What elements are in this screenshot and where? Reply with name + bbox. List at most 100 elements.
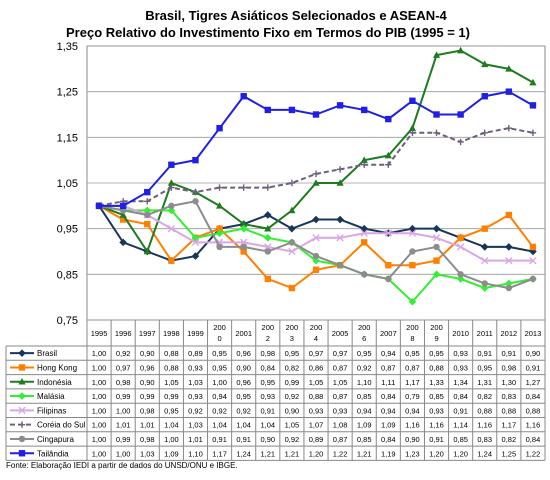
table-header-year: 2010 (452, 329, 469, 338)
data-point (264, 248, 271, 255)
data-point (263, 211, 272, 219)
table-header-year: 9 (434, 334, 438, 343)
data-point (192, 188, 199, 196)
data-point (288, 106, 296, 114)
gridlines (87, 45, 545, 321)
data-point (505, 256, 513, 265)
table-cell-value: 0,87 (333, 363, 348, 372)
series-lines (95, 46, 537, 306)
data-point (167, 179, 175, 186)
table-cell-value: 0,99 (116, 435, 131, 444)
table-cell-value: 0,95 (477, 363, 492, 372)
table-cell-value: 0,84 (381, 392, 396, 401)
data-point (480, 243, 489, 251)
table-cell-value: 0,79 (405, 392, 420, 401)
data-point (264, 106, 271, 114)
table-cell-value: 0,94 (381, 349, 396, 358)
data-point (529, 78, 537, 86)
data-point (215, 202, 224, 209)
table-cell-value: 0,94 (357, 406, 372, 415)
data-point (384, 229, 393, 237)
table-cell-value: 1,33 (429, 378, 444, 387)
table-cell-value: 0,88 (164, 349, 179, 358)
data-point (119, 211, 127, 218)
data-point (385, 262, 392, 269)
table-cell-value: 0,89 (188, 349, 203, 358)
data-point (312, 215, 320, 224)
legend-series-name: Malásia (37, 392, 65, 401)
table-header-year: 2013 (525, 329, 542, 338)
table-cell-value: 1,00 (92, 421, 107, 430)
data-point (336, 179, 344, 186)
data-point (240, 248, 247, 255)
data-point (168, 161, 175, 168)
table-cell-value: 1,19 (381, 449, 396, 458)
table-cell-value: 1,03 (140, 449, 155, 458)
table-cell-value: 0,98 (140, 435, 155, 444)
table-cell-value: 0,93 (260, 392, 275, 401)
table-cell-value: 0,87 (333, 435, 348, 444)
table-cell-value: 1,08 (333, 421, 348, 430)
data-point (433, 243, 440, 251)
table-cell-value: 0,94 (405, 406, 420, 415)
table-header-year: 200 (310, 323, 323, 332)
table-header-year: 200 (358, 323, 371, 332)
data-point (481, 129, 488, 136)
table-cell-value: 1,17 (502, 421, 517, 430)
table-cell-value: 1,00 (92, 435, 107, 444)
data-point (361, 239, 368, 246)
data-point (336, 166, 344, 173)
table-cell-value: 1,03 (188, 378, 203, 387)
table-cell-value: 0,93 (309, 406, 324, 415)
table-cell-value: 0,95 (405, 349, 420, 358)
table-cell-value: 0,85 (429, 392, 444, 401)
table-cell-value: 0,99 (116, 392, 131, 401)
legend-series-name: Filipinas (37, 406, 66, 415)
data-point (457, 111, 464, 118)
data-point (385, 161, 392, 168)
data-point (168, 257, 175, 264)
table-cell-value: 1,00 (92, 363, 107, 372)
table-cell-value: 1,05 (164, 378, 179, 387)
table-cell-value: 0,93 (453, 363, 468, 372)
legend-series-name: Hong Kong (37, 363, 77, 372)
data-point (529, 275, 537, 283)
data-point (240, 220, 248, 227)
data-point (409, 262, 416, 269)
data-point (18, 364, 26, 371)
table-cell-value: 1,25 (502, 449, 517, 458)
table-cell-value: 0,93 (453, 349, 468, 358)
data-point (480, 284, 489, 292)
legend-series-name: Coréia do Sul (37, 421, 86, 430)
data-point (481, 93, 488, 100)
series-cor-ia-do-sul (95, 125, 537, 210)
table-cell-value: 0,96 (236, 378, 251, 387)
data-point (336, 102, 344, 109)
table-cell-value: 1,16 (405, 421, 420, 430)
table-cell-value: 1,30 (502, 378, 517, 387)
table-cell-value: 0,93 (188, 392, 203, 401)
table-cell-value: 0,88 (502, 406, 517, 415)
data-point (312, 170, 320, 178)
table-cell-value: 1,16 (477, 421, 492, 430)
data-point (288, 284, 296, 292)
table-cell-value: 1,07 (309, 421, 324, 430)
table-cell-value: 1,01 (116, 421, 131, 430)
data-point (18, 406, 26, 415)
y-axis: 0,75 0,85 0,95 1,05 1,15 1,25 1,35 (57, 41, 78, 327)
data-point (505, 279, 513, 288)
data-point (191, 234, 200, 242)
data-point (432, 224, 441, 233)
table-header-year: 200 (213, 323, 226, 332)
table-cell-value: 1,09 (381, 421, 396, 430)
data-point (529, 129, 537, 136)
table-cell-value: 0,95 (236, 392, 251, 401)
table-cell-value: 1,03 (188, 421, 203, 430)
data-point (216, 225, 223, 232)
table-cell-value: 0,90 (260, 435, 275, 444)
data-point (481, 60, 489, 68)
data-point (143, 206, 152, 215)
table-cell-value: 1,20 (429, 449, 444, 458)
table-cell-value: 0,84 (526, 392, 541, 401)
